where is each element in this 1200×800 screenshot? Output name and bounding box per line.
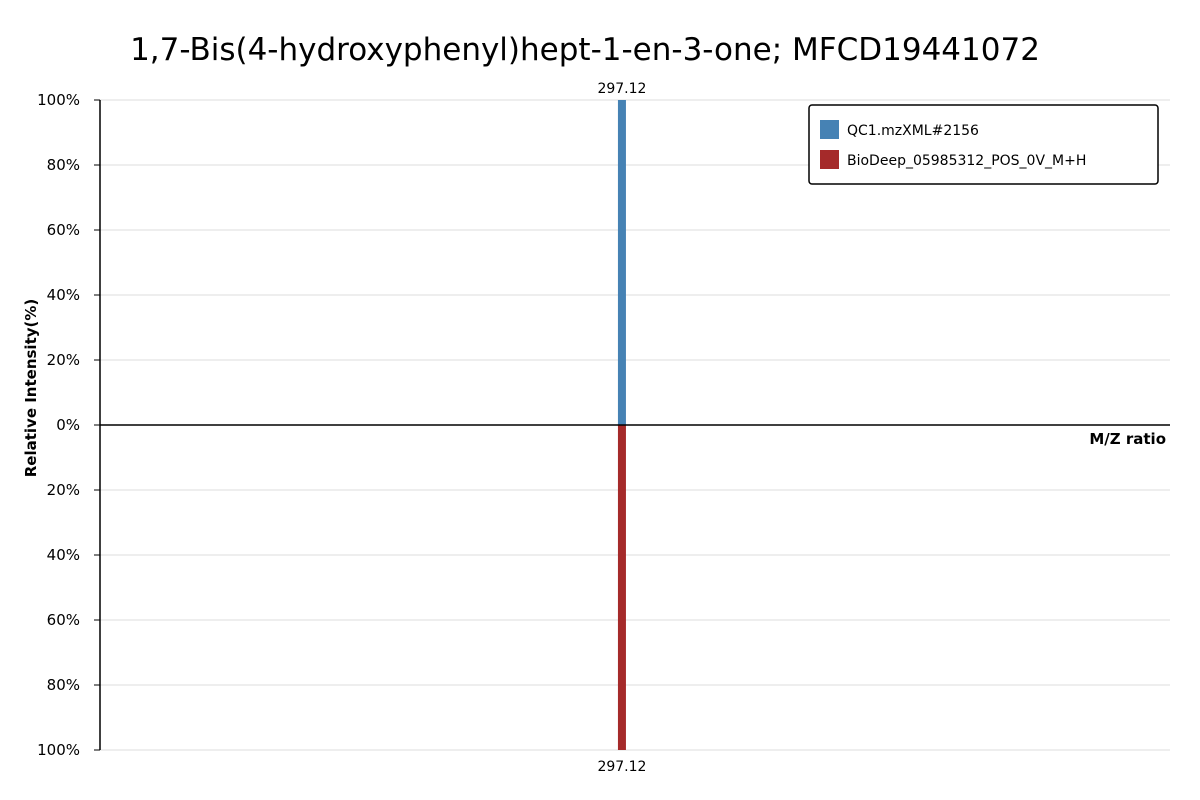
- legend-label: BioDeep_05985312_POS_0V_M+H: [847, 153, 1086, 169]
- y-tick-label: 60%: [47, 221, 80, 239]
- y-tick-label: 40%: [47, 546, 80, 564]
- y-tick-labels: 100% 80% 60% 40% 20% 0% 20% 40% 60% 80% 100%: [37, 91, 100, 759]
- peak-label-upper: 297.12: [597, 81, 646, 97]
- gridlines: [100, 99, 1170, 751]
- y-axis-title: Relative Intensity(%): [22, 299, 40, 478]
- legend-swatch: [820, 150, 839, 169]
- y-tick-label: 20%: [47, 481, 80, 499]
- y-tick-label: 40%: [47, 286, 80, 304]
- y-tick-label: 0%: [56, 416, 80, 434]
- y-tick-label: 80%: [47, 676, 80, 694]
- peak-bars: [617, 100, 626, 750]
- peak-bar-upper: [617, 100, 626, 425]
- legend-label: QC1.mzXML#2156: [847, 123, 979, 139]
- legend-swatch: [820, 120, 839, 139]
- peak-labels: 297.12 297.12: [597, 81, 646, 775]
- legend: QC1.mzXML#2156 BioDeep_05985312_POS_0V_M+…: [808, 104, 1159, 185]
- y-tick-label: 100%: [37, 91, 80, 109]
- y-tick-label: 80%: [47, 156, 80, 174]
- chart-title: 1,7-Bis(4-hydroxyphenyl)hept-1-en-3-one;…: [130, 32, 1040, 68]
- legend-box: [808, 104, 1159, 185]
- x-axis-title: M/Z ratio: [1089, 430, 1166, 448]
- peak-label-lower: 297.12: [597, 759, 646, 775]
- y-tick-label: 20%: [47, 351, 80, 369]
- y-tick-label: 60%: [47, 611, 80, 629]
- peak-bar-lower: [617, 425, 626, 750]
- y-tick-label: 100%: [37, 741, 80, 759]
